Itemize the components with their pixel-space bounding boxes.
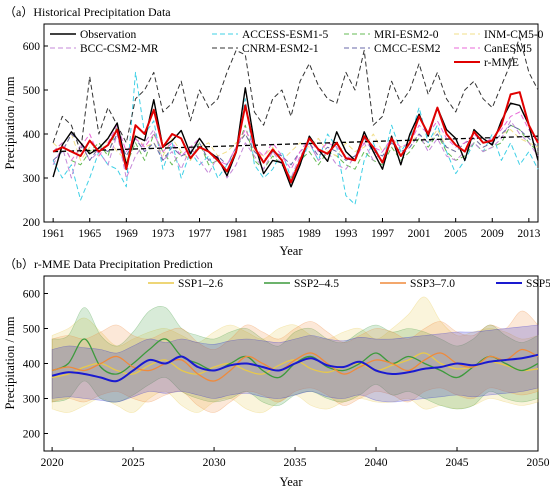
- panel-b-mean-lines: [51, 338, 539, 383]
- legend-label-cnrm-esm2-1: CNRM-ESM2-1: [242, 43, 319, 55]
- panel-a-chart: （a）Historical Precipitation Data Observa…: [3, 5, 544, 258]
- panel-a-legend: Observation ACCESS-ESM1-5 MRI-ESM2-0 INM-CM…: [50, 29, 544, 69]
- legend-label-cmcc-esm2: CMCC-ESM2: [374, 43, 441, 55]
- panel-b-y-tick-label: 600: [23, 289, 41, 301]
- band-ssp2-4-5: [51, 305, 539, 410]
- panel-a-y-axis-title: Precipitation / mm: [3, 76, 17, 169]
- panel-b-y-tick-label: 400: [23, 359, 41, 371]
- legend-label-mri-esm2-0: MRI-ESM2-0: [374, 29, 439, 41]
- series-line-cnrm-esm2-1: [52, 36, 539, 153]
- panel-a-y-tick-label: 600: [23, 41, 41, 53]
- band-ssp3-7-0: [51, 310, 539, 413]
- mean-line-ssp5-8-5: [51, 353, 539, 383]
- legend-label-r-mme: r-MME: [484, 57, 519, 69]
- panel-a-x-tick-label: 1989: [298, 228, 321, 240]
- trend-line: [53, 135, 539, 153]
- panel-a-x-ticks: 1961 1965 1969 1973 1977 1981 1985 1989 1993 1997…: [42, 218, 541, 240]
- panel-b-x-axis-title: Year: [279, 475, 303, 489]
- panel-a-x-tick-label: 1969: [115, 228, 138, 240]
- panel-a-y-ticks: 200 300 400 500 600: [23, 41, 48, 229]
- panel-b-y-tick-label: 300: [23, 394, 41, 406]
- legend-label-observation: Observation: [80, 29, 136, 41]
- panel-a-x-tick-label: 1965: [78, 228, 101, 240]
- panel-a-x-tick-label: 2009: [481, 228, 504, 240]
- legend-label-canesm5: CanESM5: [484, 43, 532, 55]
- panel-a-x-tick-label: 2001: [408, 228, 431, 240]
- panel-a-x-tick-label: 1961: [42, 228, 65, 240]
- panel-a-series-lines: [52, 36, 539, 205]
- panel-b-y-tick-label: 200: [23, 429, 41, 441]
- panel-a-x-tick-label: 1981: [225, 228, 248, 240]
- panel-b-x-tick-label: 2030: [203, 457, 226, 469]
- panel-b-x-tick-label: 2050: [527, 457, 550, 469]
- panel-b-y-tick-label: 500: [23, 324, 41, 336]
- panel-b-y-ticks: 200 300 400 500 600: [23, 289, 48, 441]
- legend-label-access-esm1-5: ACCESS-ESM1-5: [242, 29, 329, 41]
- panel-b-title: （b）r-MME Data Precipitation Prediction: [4, 257, 213, 271]
- panel-b-chart: （b）r-MME Data Precipitation Prediction S…: [3, 257, 550, 489]
- panel-a-y-tick-label: 300: [23, 173, 41, 185]
- series-line-cmcc-esm2: [52, 124, 539, 166]
- legend-label-inm-cm5-0: INM-CM5-0: [484, 29, 544, 41]
- series-line-r-mme: [52, 91, 539, 184]
- panel-a-x-tick-label: 2005: [444, 228, 467, 240]
- panel-b-x-tick-label: 2035: [284, 457, 307, 469]
- panel-a-plot-frame: [43, 23, 539, 223]
- panel-b-x-tick-label: 2045: [446, 457, 469, 469]
- panel-a-x-tick-label: 1993: [334, 228, 357, 240]
- panel-a-x-tick-label: 1997: [371, 228, 394, 240]
- legend-label-ssp2-4-5: SSP2–4.5: [294, 278, 339, 290]
- panel-b-y-axis-title: Precipitation / mm: [3, 316, 17, 409]
- panel-a-x-tick-label: 1973: [151, 228, 174, 240]
- panel-a-y-tick-label: 500: [23, 85, 41, 97]
- panel-b-x-tick-label: 2025: [122, 457, 145, 469]
- series-line-inm-cm5-0: [52, 129, 539, 161]
- legend-label-ssp3-7-0: SSP3–7.0: [410, 278, 455, 290]
- panel-b-x-tick-label: 2020: [41, 457, 64, 469]
- panel-a-x-tick-label: 2013: [517, 228, 540, 240]
- panel-a-y-tick-label: 400: [23, 129, 41, 141]
- panel-a-title: （a）Historical Precipitation Data: [4, 5, 171, 19]
- legend-label-bcc-csm2-mr: BCC-CSM2-MR: [80, 43, 159, 55]
- panel-b-uncertainty-bands: [51, 296, 539, 414]
- panel-b-x-ticks: 2020 2025 2030 2035 2040 2045 2050: [41, 447, 550, 469]
- panel-a-x-axis-title: Year: [279, 244, 303, 258]
- series-line-bcc-csm2-mr: [52, 120, 539, 179]
- panel-b-x-tick-label: 2040: [365, 457, 388, 469]
- legend-label-ssp1-2-6: SSP1–2.6: [178, 278, 223, 290]
- panel-a-x-tick-label: 1985: [261, 228, 284, 240]
- panel-a-x-tick-label: 1977: [188, 228, 211, 240]
- band-ssp1-2-6: [51, 296, 539, 414]
- panel-a-y-tick-label: 200: [23, 217, 41, 229]
- series-line-observation: [52, 87, 539, 188]
